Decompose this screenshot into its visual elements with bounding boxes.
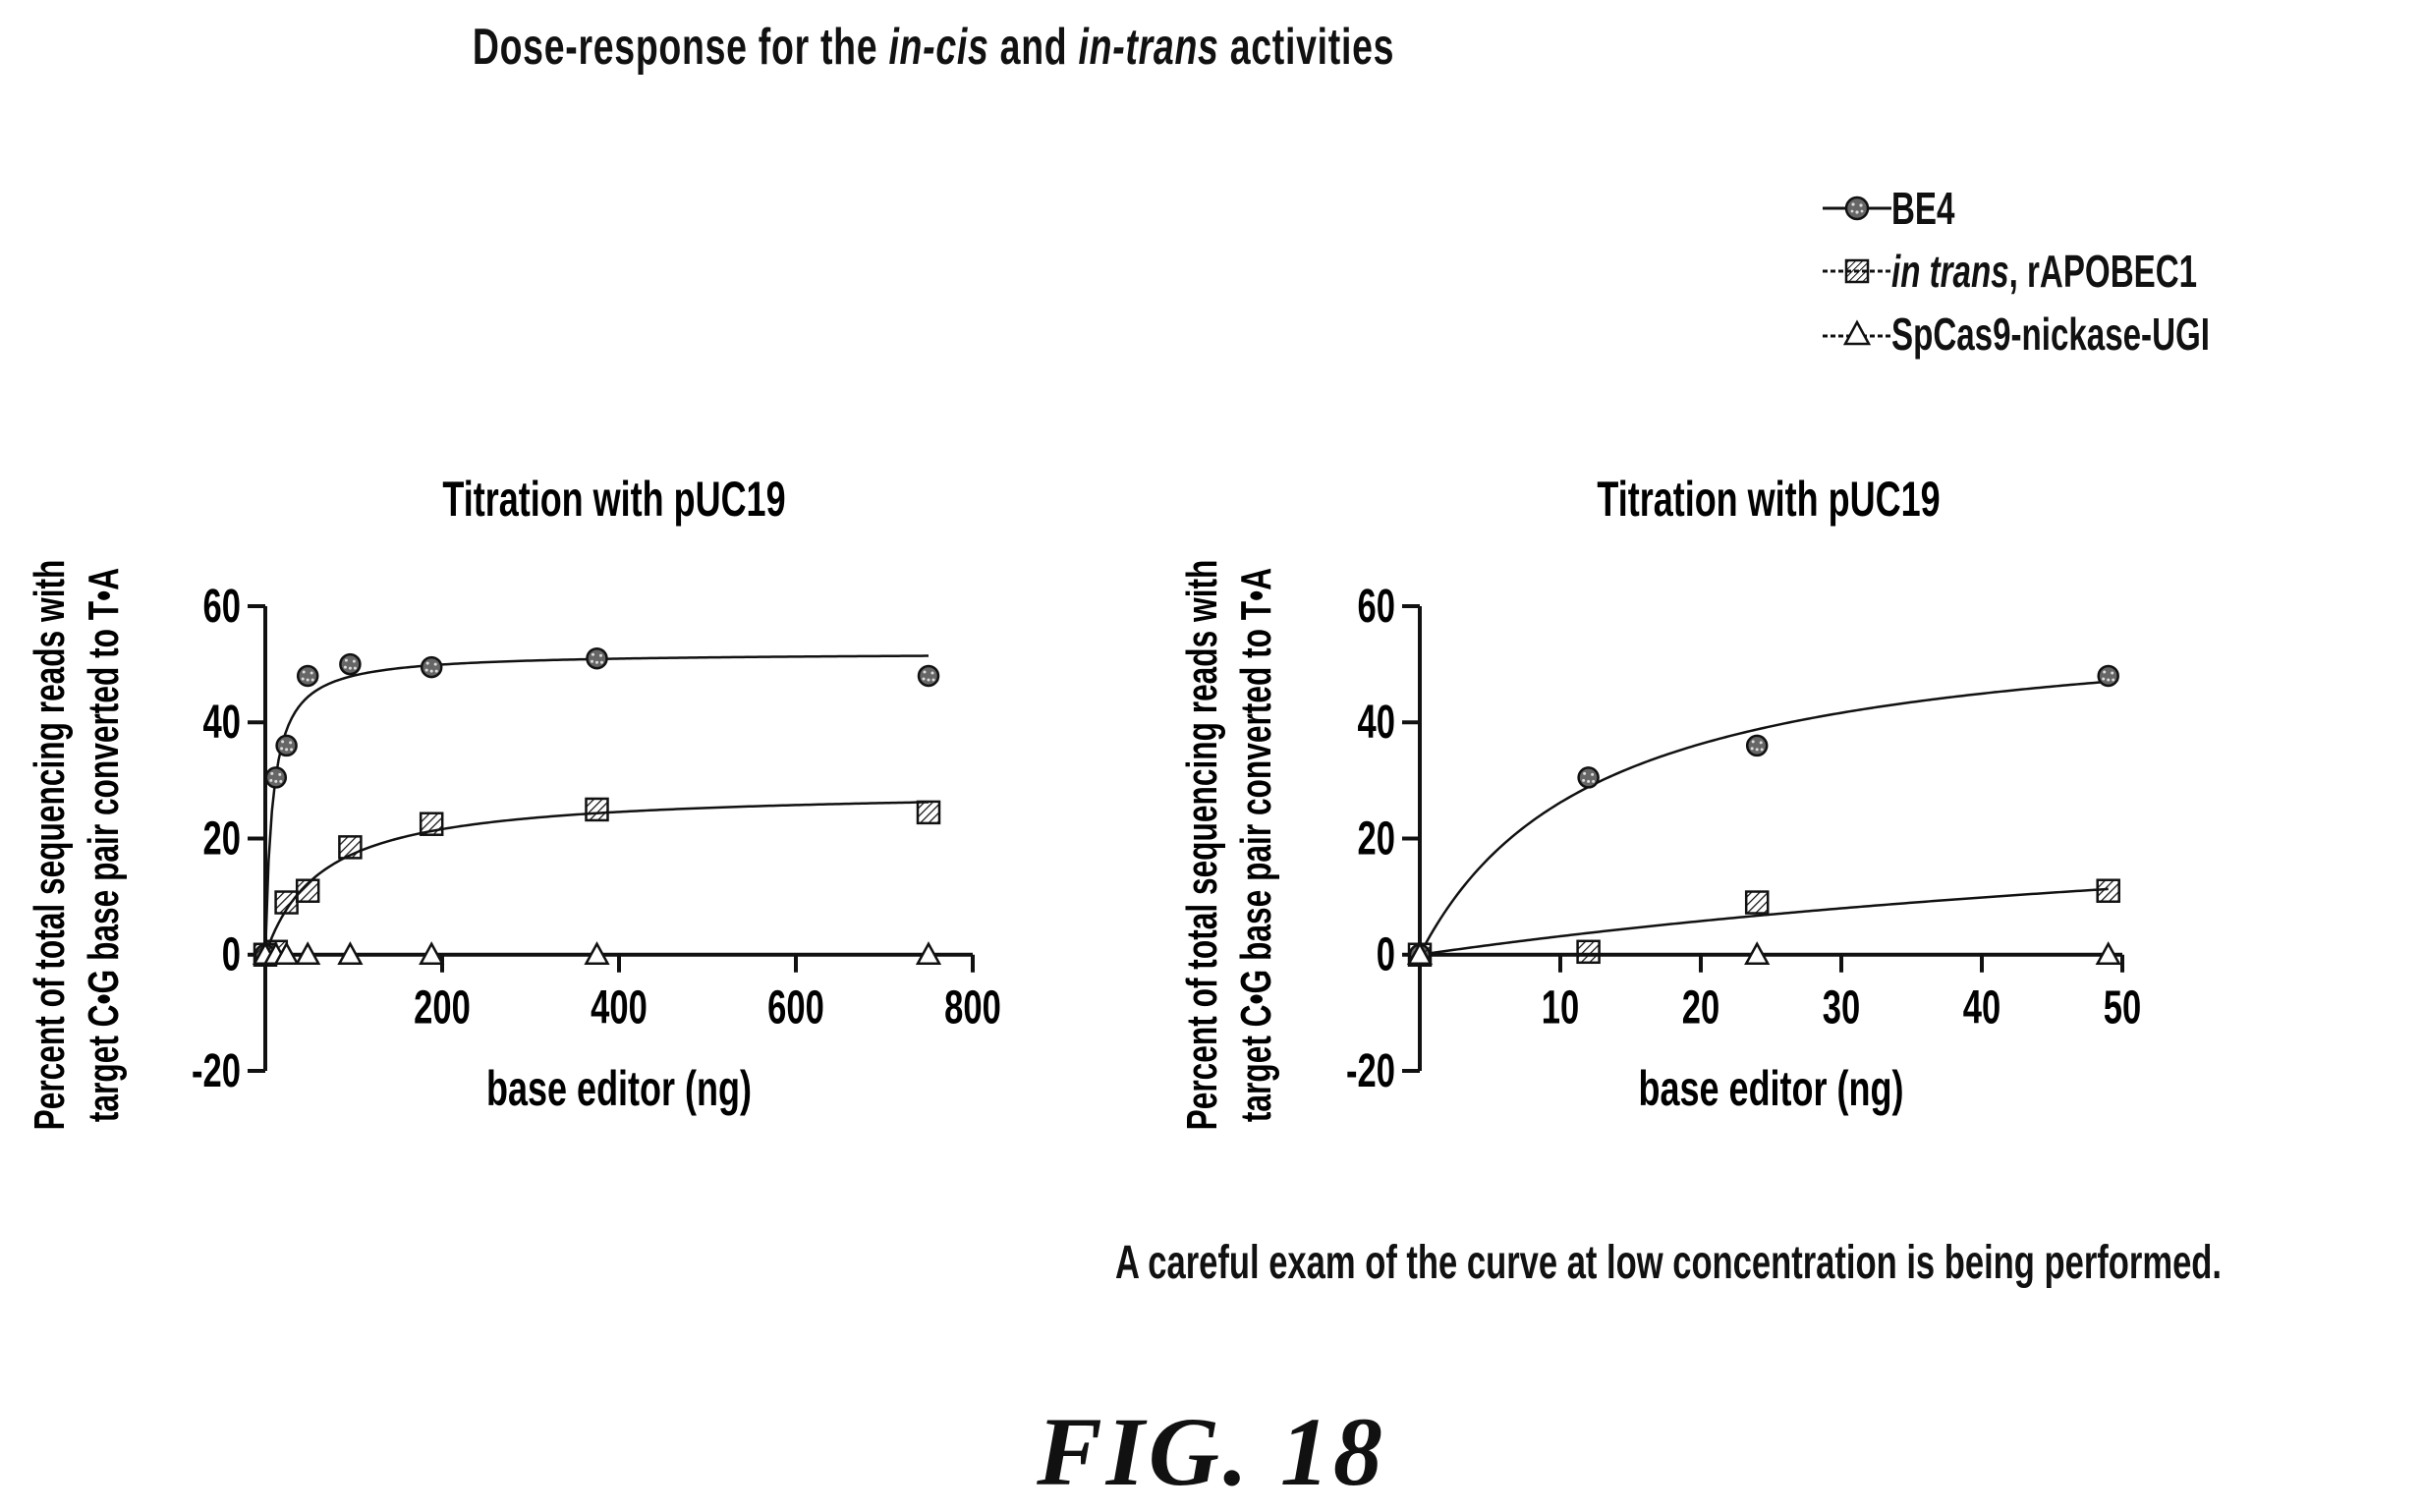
data-point-spcas9 bbox=[337, 941, 364, 965]
legend-label-in-trans: in trans, rAPOBEC1 bbox=[1891, 246, 2198, 297]
data-point-spcas9 bbox=[419, 941, 445, 965]
data-point-be4 bbox=[275, 734, 298, 757]
x-axis-label: base editor (ng) bbox=[1639, 1062, 1904, 1116]
figure-title: Dose-response for the in-cis and in-tran… bbox=[472, 19, 1395, 76]
x-tick-label: 50 bbox=[2104, 980, 2141, 1034]
data-point-be4 bbox=[1745, 734, 1769, 757]
legend-label-be4: BE4 bbox=[1891, 183, 1955, 234]
data-point-spcas9 bbox=[1406, 941, 1434, 965]
x-axis-label: base editor (ng) bbox=[486, 1062, 752, 1116]
x-tick-label: 600 bbox=[767, 980, 824, 1034]
x-tick-label: 10 bbox=[1542, 980, 1579, 1034]
data-point-in-trans bbox=[295, 878, 320, 903]
y-tick-label: 0 bbox=[1377, 927, 1395, 980]
fit-curve-1 bbox=[1418, 680, 2109, 956]
x-tick-label: 20 bbox=[1682, 980, 1719, 1034]
legend-item-spcas9: SpCas9-nickase-UGI bbox=[1823, 303, 2334, 365]
legend-label-spcas9: SpCas9-nickase-UGI bbox=[1891, 308, 2210, 360]
data-point-spcas9 bbox=[273, 941, 300, 965]
x-tick-label: 400 bbox=[591, 980, 648, 1034]
y-axis-label-line2: target C•G base pair converted to T•A bbox=[80, 568, 128, 1122]
y-tick-label: 60 bbox=[203, 579, 241, 632]
y-tick-label: -20 bbox=[192, 1043, 241, 1096]
data-point-spcas9 bbox=[1744, 941, 1771, 965]
data-point-spcas9 bbox=[584, 941, 610, 965]
data-point-be4 bbox=[339, 652, 362, 676]
annotation-note: A careful exam of the curve at low conce… bbox=[1115, 1237, 2223, 1289]
legend: BE4 in trans, rAPOBEC1 SpCas9-nickase-UG… bbox=[1823, 177, 2334, 365]
legend-item-be4: BE4 bbox=[1823, 177, 2334, 240]
data-point-be4 bbox=[420, 655, 443, 679]
data-point-spcas9 bbox=[2095, 941, 2121, 965]
y-tick-label: 20 bbox=[203, 812, 241, 865]
dotted-circle-marker-icon bbox=[1823, 196, 1891, 221]
y-axis-label-line2: target C•G base pair converted to T•A bbox=[1232, 568, 1280, 1122]
fit-curve-2 bbox=[1419, 887, 2109, 956]
data-point-be4 bbox=[1577, 766, 1600, 789]
data-point-be4 bbox=[917, 664, 940, 688]
data-point-be4 bbox=[264, 766, 288, 789]
x-tick-label: 40 bbox=[1963, 980, 2000, 1034]
data-point-in-trans bbox=[1576, 939, 1601, 965]
legend-item-in-trans: in trans, rAPOBEC1 bbox=[1823, 240, 2334, 303]
chart-2: Titration with pUC19 -20 0 20 40 60 10 20 30 40 50… bbox=[1178, 473, 2141, 1130]
data-point-in-trans bbox=[338, 835, 363, 860]
y-tick-label: 60 bbox=[1358, 579, 1395, 632]
y-axis-label-line1: Percent of total sequencing reads with bbox=[26, 560, 74, 1131]
data-point-in-trans bbox=[274, 890, 299, 915]
data-point-in-trans bbox=[2096, 878, 2120, 903]
data-point-in-trans bbox=[916, 800, 941, 825]
y-tick-label: 20 bbox=[1358, 812, 1395, 865]
x-tick-label: 800 bbox=[944, 980, 1001, 1034]
y-tick-label: 0 bbox=[222, 927, 241, 980]
data-point-be4 bbox=[586, 646, 608, 670]
data-point-be4 bbox=[2097, 664, 2119, 688]
data-point-in-trans bbox=[419, 812, 444, 836]
chart-1: Titration with pUC19 -20 0 20 40 60 200 400 600 8… bbox=[26, 473, 1001, 1130]
data-point-spcas9 bbox=[295, 941, 321, 965]
y-axis-label-line1: Percent of total sequencing reads with bbox=[1178, 560, 1226, 1131]
x-tick-label: 200 bbox=[414, 980, 471, 1034]
y-tick-label: 40 bbox=[1358, 696, 1395, 749]
fit-curve-2 bbox=[263, 801, 930, 956]
x-tick-label: 30 bbox=[1823, 980, 1860, 1034]
y-tick-label: -20 bbox=[1346, 1043, 1395, 1096]
data-point-be4 bbox=[296, 664, 319, 688]
chart-title: Titration with pUC19 bbox=[442, 473, 785, 527]
hatched-square-marker-icon bbox=[1823, 258, 1891, 284]
data-point-in-trans bbox=[585, 797, 609, 822]
y-tick-label: 40 bbox=[203, 696, 241, 749]
figure-label: FIG. 18 bbox=[1037, 1397, 1386, 1506]
triangle-marker-icon bbox=[1823, 319, 1891, 346]
chart-title: Titration with pUC19 bbox=[1597, 473, 1940, 527]
data-point-spcas9 bbox=[915, 941, 942, 965]
data-point-in-trans bbox=[1744, 890, 1770, 915]
